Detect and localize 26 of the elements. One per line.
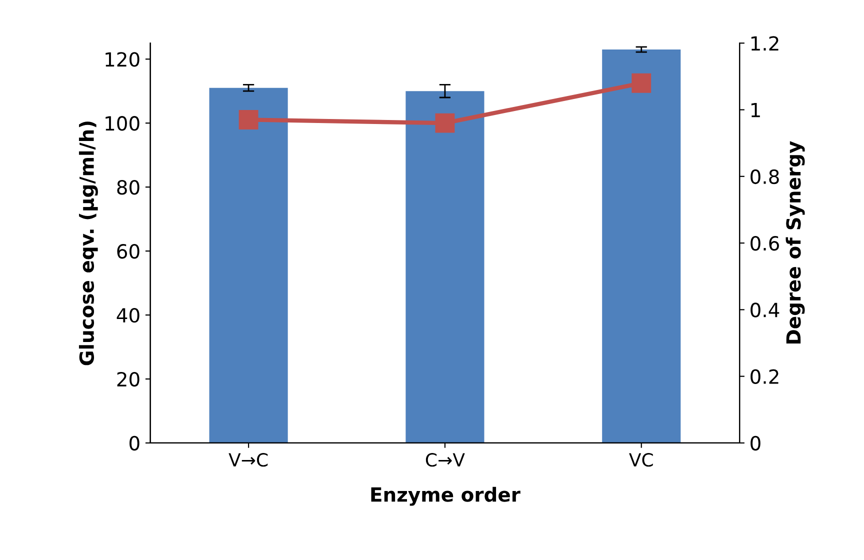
bar — [406, 91, 484, 443]
x-tick-label: C→V — [426, 453, 465, 467]
y2-axis-title: Degree of Synergy — [786, 141, 805, 344]
y-axis-title: Glucose eqv. (µg/ml/h) — [78, 122, 98, 366]
point — [632, 73, 652, 93]
y2-tick-label: 1.2 — [751, 36, 778, 51]
y-tick-label: 0 — [130, 436, 140, 451]
y2-tick-label: 1 — [751, 102, 760, 118]
x-axis-title: Enzyme order — [371, 486, 520, 506]
y2-tick-label: 0.6 — [750, 236, 780, 251]
x-tick-label: VC — [629, 453, 653, 467]
y2-tick-label: 0.4 — [750, 302, 780, 318]
y-tick-label: 60 — [117, 244, 140, 259]
bar — [209, 88, 288, 443]
x-tick-label: V→C — [228, 453, 268, 467]
y-tick-label: 20 — [117, 372, 140, 387]
y-tick-label: 80 — [117, 180, 140, 195]
point — [238, 110, 258, 130]
bar — [602, 50, 681, 443]
point — [435, 113, 455, 133]
y-tick-label: 100 — [106, 116, 140, 131]
y-tick-label: 120 — [106, 52, 140, 67]
y2-tick-label: 0.8 — [750, 169, 779, 184]
y2-tick-label: 0.2 — [750, 369, 778, 384]
y2-tick-label: 0 — [750, 436, 760, 451]
y-tick-label: 40 — [116, 308, 140, 323]
